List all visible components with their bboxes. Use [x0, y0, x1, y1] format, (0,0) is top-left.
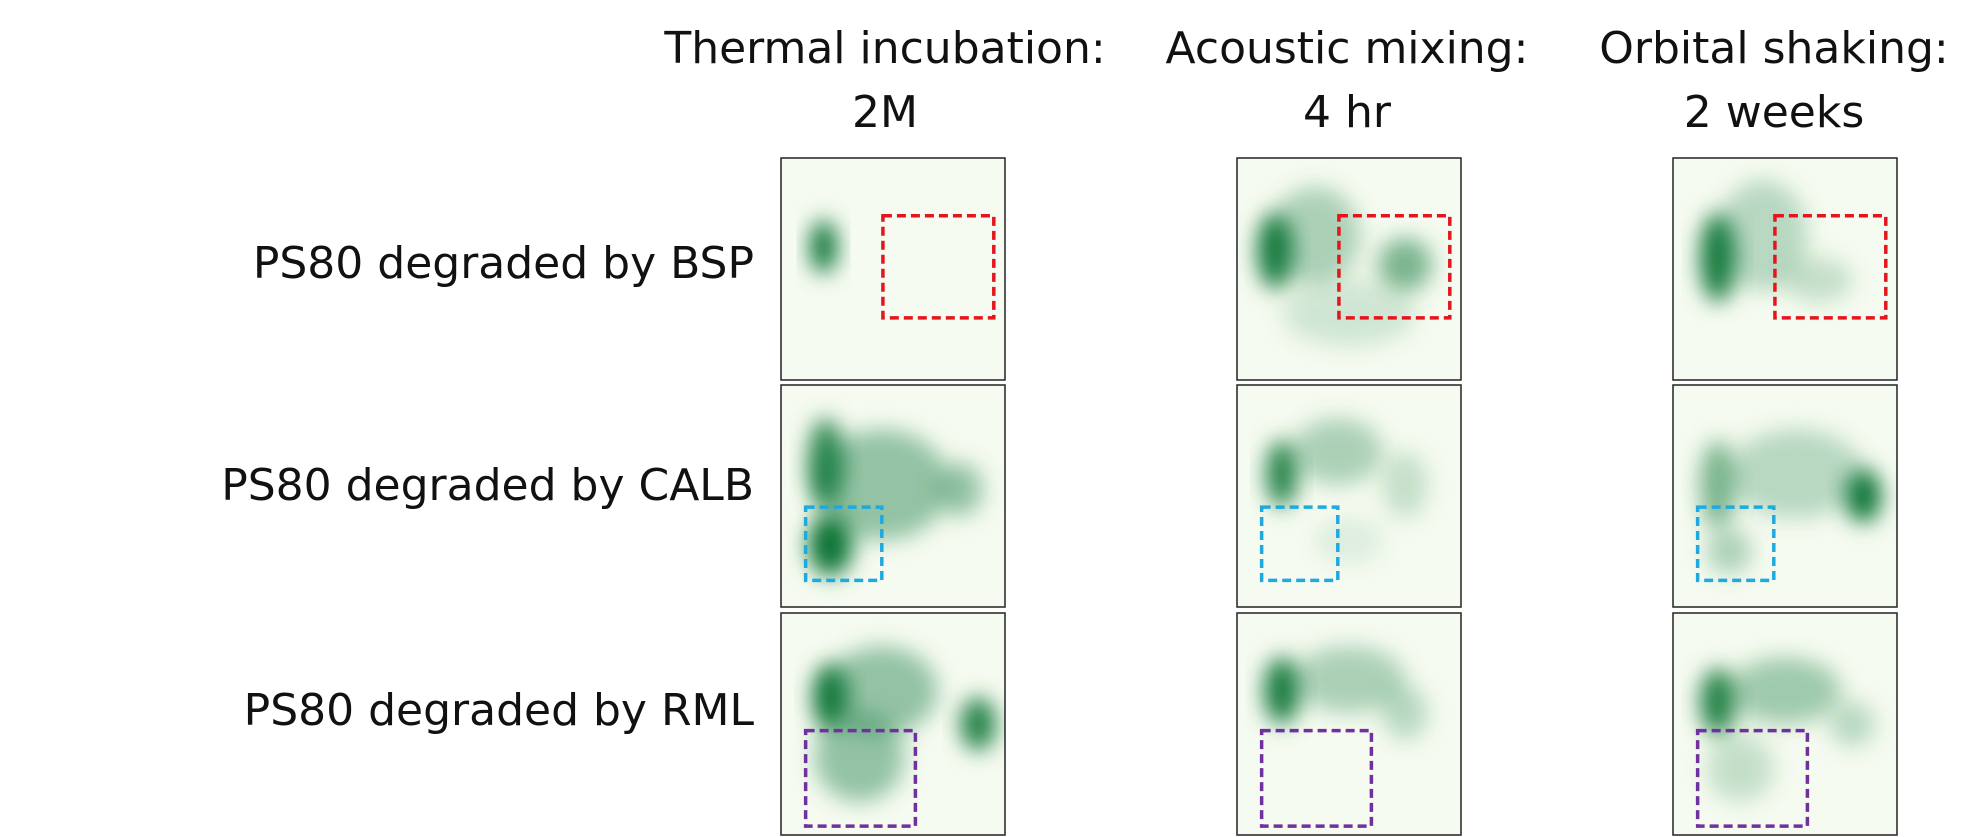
density-blob: [1315, 518, 1383, 563]
highlight-box: [1259, 728, 1374, 828]
column-subtitle: 2M: [852, 87, 918, 138]
panel-border: [1672, 612, 1898, 836]
density-blob: [1729, 657, 1841, 724]
panel-border: [1672, 384, 1898, 608]
density-blob: [1717, 180, 1808, 292]
density-panel: [1237, 613, 1461, 835]
panel-border: [780, 157, 1006, 381]
highlight-box: [1337, 213, 1452, 320]
panel-background: [781, 158, 1005, 380]
density-blob: [1785, 257, 1853, 303]
highlight-box: [1695, 505, 1776, 583]
density-panel: [1673, 385, 1897, 607]
density-blob: [1378, 237, 1432, 292]
density-panel: [781, 613, 1005, 835]
highlight-box: [1773, 213, 1888, 320]
column-title: Acoustic mixing:: [1166, 23, 1529, 74]
row-label: PS80 degraded by RML: [244, 685, 755, 736]
density-blob: [1293, 418, 1383, 485]
density-blob: [1706, 529, 1752, 574]
density-blob: [1293, 646, 1405, 713]
column-subtitle: 2 weeks: [1684, 87, 1865, 138]
density-blob: [960, 697, 997, 751]
column-title: Thermal incubation:: [663, 23, 1105, 74]
column-subtitle: 4 hr: [1303, 87, 1392, 138]
density-panel: [1237, 385, 1461, 607]
density-panel: [781, 385, 1005, 607]
column-title: Orbital shaking:: [1599, 23, 1948, 74]
highlight-box: [1259, 505, 1340, 583]
panel-border: [1672, 157, 1898, 381]
density-blob: [1382, 451, 1428, 519]
highlight-box: [803, 505, 884, 583]
highlight-box: [803, 728, 918, 828]
panel-border: [1236, 612, 1462, 836]
highlight-box: [1695, 728, 1810, 828]
row-label: PS80 degraded by CALB: [221, 460, 754, 511]
panel-border: [780, 612, 1006, 836]
panel-border: [780, 384, 1006, 608]
density-blob: [1699, 668, 1736, 736]
density-panel: [1673, 613, 1897, 835]
density-blob: [1706, 735, 1774, 802]
density-blob: [1270, 186, 1361, 285]
density-panel: [1673, 158, 1897, 380]
density-blob: [937, 462, 983, 516]
density-blob: [814, 429, 949, 541]
row-label: PS80 degraded by BSP: [253, 238, 754, 289]
density-blob: [1729, 429, 1864, 519]
density-blob: [810, 220, 837, 274]
density-blob: [1699, 440, 1736, 530]
density-blob: [814, 712, 905, 802]
panel-border: [1236, 384, 1462, 608]
density-panel: [781, 158, 1005, 380]
density-blob: [1382, 686, 1428, 740]
density-blob: [1281, 280, 1417, 347]
highlight-box: [881, 213, 996, 320]
density-blob: [1263, 657, 1300, 724]
density-blob: [825, 646, 938, 736]
panel-border: [1236, 157, 1462, 381]
density-blob: [1829, 701, 1875, 747]
density-panel: [1237, 158, 1461, 380]
density-blob: [1266, 440, 1298, 508]
